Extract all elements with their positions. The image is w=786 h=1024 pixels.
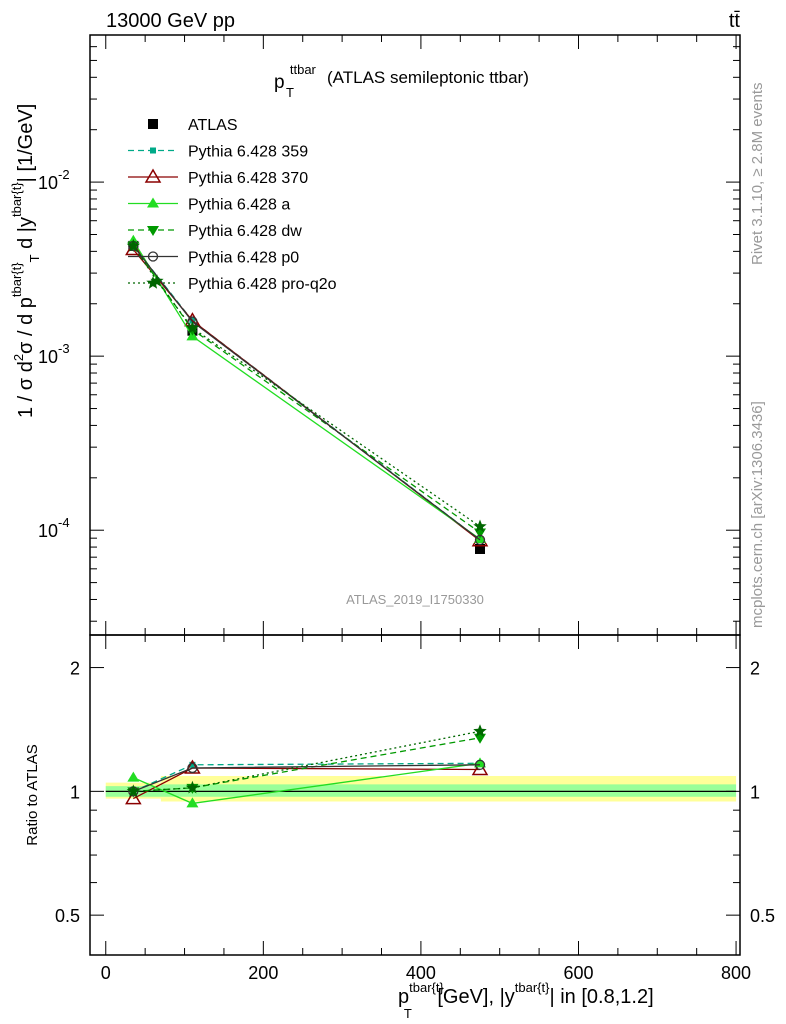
legend-label: Pythia 6.428 359 bbox=[188, 144, 308, 161]
x-tick-label: 800 bbox=[721, 963, 751, 983]
title-base: p bbox=[274, 72, 285, 93]
legend-entry: Pythia 6.428 a bbox=[128, 197, 290, 214]
main-y-axis-label: 1 / σ d2σ / d ptbar{t}T d |ytbar{t}| [1/… bbox=[9, 104, 42, 418]
ratio-line bbox=[133, 737, 481, 793]
x-axis-label: ptbar{t} T [GeV], |ytbar{t}| in [0.8,1.2] bbox=[398, 980, 654, 1021]
legend-marker bbox=[146, 276, 160, 289]
legend-entry: Pythia 6.428 359 bbox=[128, 144, 308, 161]
legend-label: Pythia 6.428 370 bbox=[188, 170, 308, 187]
ratio-point bbox=[127, 771, 140, 782]
ratio-point bbox=[185, 780, 200, 794]
ratio-y-tick-label: 0.5 bbox=[55, 906, 80, 926]
title-rest: (ATLAS semileptonic ttbar) bbox=[327, 68, 529, 87]
data-point bbox=[126, 238, 140, 252]
legend-marker bbox=[147, 197, 159, 208]
plot-title: p ttbar T (ATLAS semileptonic ttbar) bbox=[274, 62, 529, 100]
ratio-y-tick-label: 2 bbox=[70, 659, 80, 679]
main-y-ticks: 10-2 10-3 10-4 bbox=[38, 34, 740, 635]
x-tick-label: 400 bbox=[406, 963, 436, 983]
ratio-y-tick-label-right: 0.5 bbox=[750, 906, 775, 926]
legend-label: Pythia 6.428 dw bbox=[188, 223, 302, 240]
ratio-frame bbox=[89, 634, 741, 956]
ratio-point bbox=[125, 790, 142, 805]
legend-label: ATLAS bbox=[188, 117, 238, 134]
ratio-point bbox=[126, 784, 140, 797]
ratio-point bbox=[474, 733, 486, 744]
legend-entry: Pythia 6.428 370 bbox=[128, 168, 308, 187]
ratio-y-tick-label-right: 1 bbox=[750, 782, 760, 802]
ratio-panel: 0.5 0.51 12 2 0 200 400 600 800 Ratio to ATLAS … bbox=[24, 634, 775, 1021]
legend-entry: Pythia 6.428 p0 bbox=[128, 250, 299, 267]
process-label: tt̄ bbox=[729, 10, 741, 32]
legend-label: Pythia 6.428 a bbox=[188, 197, 290, 214]
legend-entry: ATLAS bbox=[148, 117, 238, 134]
ratio-point bbox=[187, 762, 198, 774]
title-sub: T bbox=[286, 85, 294, 100]
y-tick-label: 10-2 bbox=[38, 167, 70, 193]
y-tick-label: 10-4 bbox=[38, 515, 70, 541]
ratio-y-tick-label-right: 2 bbox=[750, 659, 760, 679]
data-point bbox=[185, 321, 200, 334]
analysis-label: ATLAS_2019_I1750330 bbox=[346, 592, 484, 607]
rivet-label: Rivet 3.1.10, ≥ 2.8M events bbox=[749, 83, 766, 266]
ratio-y-ticks: 0.5 0.5 1 1 2 2 bbox=[55, 659, 775, 956]
legend-marker bbox=[150, 147, 156, 154]
ratio-point bbox=[474, 759, 486, 770]
legend-label: Pythia 6.428 p0 bbox=[188, 250, 299, 267]
ratio-y-tick-label: 1 bbox=[70, 782, 80, 802]
title-sup: ttbar bbox=[290, 62, 317, 77]
legend: ATLAS Pythia 6.428 359 Pythia 6.428 370 Pyt… bbox=[128, 117, 337, 293]
y-tick-label: 10-3 bbox=[38, 341, 70, 367]
series-6 bbox=[126, 238, 487, 533]
x-tick-label: 200 bbox=[248, 963, 278, 983]
ratio-point bbox=[189, 761, 196, 768]
main-plot-area bbox=[125, 234, 489, 554]
legend-entry: Pythia 6.428 dw bbox=[128, 223, 302, 240]
data-point bbox=[474, 534, 486, 546]
ratio-line bbox=[133, 764, 481, 793]
ratio-x-ticks: 0 200 400 600 800 bbox=[101, 635, 751, 983]
uncertainty-band bbox=[105, 784, 737, 797]
series-line bbox=[132, 249, 481, 542]
data-point bbox=[475, 543, 485, 554]
source-label: mcplots.cern.ch [arXiv:1306.3436] bbox=[749, 401, 766, 628]
legend-label: Pythia 6.428 pro-q2o bbox=[188, 276, 337, 293]
ratio-point bbox=[186, 797, 199, 808]
data-point bbox=[473, 519, 487, 533]
x-tick-label: 0 bbox=[101, 963, 111, 983]
ratio-y-axis-label: Ratio to ATLAS bbox=[24, 744, 41, 845]
legend-entry: Pythia 6.428 pro-q2o bbox=[128, 276, 337, 293]
x-tick-label: 600 bbox=[563, 963, 593, 983]
energy-label: 13000 GeV pp bbox=[106, 10, 235, 32]
ratio-series-4 bbox=[128, 759, 486, 797]
legend-marker bbox=[147, 226, 159, 236]
ratio-series-5 bbox=[126, 724, 487, 797]
svg-text:p ttbar: p ttbar bbox=[274, 62, 317, 93]
data-point bbox=[150, 274, 164, 287]
legend-marker bbox=[148, 119, 158, 129]
main-panel: 10-2 10-3 10-4 p ttbar T (ATLAS semilepton… bbox=[9, 34, 741, 636]
ratio-point bbox=[473, 724, 487, 737]
legend-marker bbox=[144, 168, 162, 183]
series-line bbox=[132, 245, 481, 528]
legend-marker bbox=[147, 251, 159, 262]
ratio-plot-area bbox=[105, 724, 737, 808]
